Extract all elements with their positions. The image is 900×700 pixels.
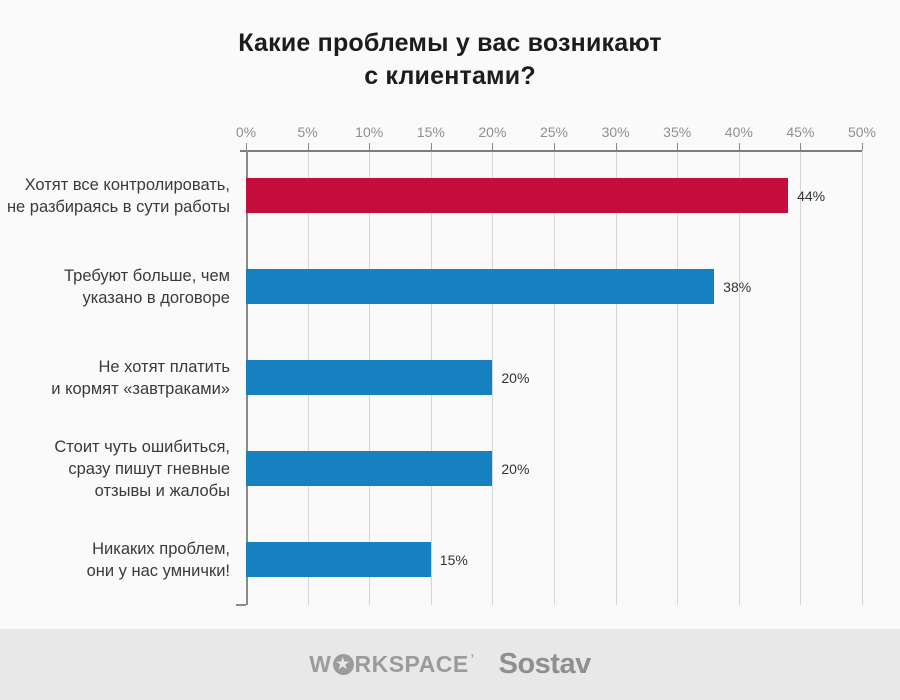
x-axis-line	[240, 150, 862, 152]
bar	[246, 178, 789, 213]
y-axis-end-tick	[236, 604, 246, 606]
workspace-logo-text: W	[309, 651, 332, 677]
category-axis: Хотят все контролировать, не разбираясь …	[0, 150, 238, 605]
bar-value-label: 20%	[501, 460, 530, 477]
bar-row: 20%	[246, 332, 862, 423]
bar	[246, 451, 493, 486]
x-axis-tick-label: 15%	[416, 124, 445, 140]
star-icon: ★	[332, 654, 354, 675]
x-axis-tick-label: 20%	[478, 124, 507, 140]
x-axis-tick	[615, 143, 617, 150]
bar-row: 15%	[246, 514, 862, 605]
plot-area: 0% 5% 10% 15% 20% 25% 30% 35% 40% 45% 50% 44% 38% …	[236, 124, 876, 606]
page-title: Какие проблемы у вас возникают с клиента…	[238, 29, 662, 90]
x-axis-tick-label: 45%	[786, 124, 815, 140]
x-axis-tick-label: 50%	[847, 124, 877, 140]
gridline	[738, 150, 740, 605]
x-axis-tick-label: 30%	[601, 124, 630, 140]
gridline	[492, 150, 494, 605]
x-axis-tick-label: 0%	[235, 124, 257, 140]
bar	[246, 269, 715, 304]
x-axis-tick	[307, 143, 309, 150]
category-label: Стоит чуть ошибиться, сразу пишут гневны…	[54, 437, 230, 500]
x-axis-tick-label: 5%	[297, 124, 318, 140]
x-axis-tick	[862, 143, 863, 150]
x-axis-tick-label: 35%	[663, 124, 692, 140]
x-axis-tick	[677, 143, 679, 150]
gridline	[800, 150, 802, 605]
gridline	[615, 150, 617, 605]
bar-row: 20%	[246, 423, 862, 514]
workspace-logo: W ★ RKSPACE ’	[309, 651, 474, 678]
x-axis-tick-label: 25%	[539, 124, 569, 140]
x-axis-tick	[246, 143, 247, 150]
x-axis-tick	[554, 143, 555, 150]
workspace-logo-text: RKSPACE	[354, 651, 469, 677]
x-axis-tick	[369, 143, 371, 150]
gridline	[677, 150, 679, 605]
bar	[246, 542, 431, 577]
x-axis-tick	[430, 143, 432, 150]
x-axis-tick	[738, 143, 740, 150]
category-label: Не хотят платить и кормят «завтраками»	[51, 357, 230, 398]
bar-value-label: 20%	[501, 369, 530, 386]
bar-row: 38%	[246, 241, 862, 332]
bar-value-label: 15%	[439, 551, 468, 568]
gridline	[862, 150, 863, 605]
bar-row: 44%	[246, 150, 862, 241]
x-axis-tick-label: 10%	[355, 124, 384, 140]
gridline	[554, 150, 555, 605]
sostav-logo: Sostav	[498, 648, 592, 680]
bar-value-label: 44%	[797, 187, 826, 204]
category-label: Требуют больше, чем указано в договоре	[64, 266, 230, 307]
category-label: Никаких проблем, они у нас умнички!	[86, 539, 230, 580]
bar	[246, 360, 493, 395]
x-axis-tick	[492, 143, 494, 150]
x-axis-tick-label: 40%	[724, 124, 753, 140]
category-label: Хотят все контролировать, не разбираясь …	[6, 175, 230, 216]
x-axis-tick	[800, 143, 802, 150]
bar-value-label: 38%	[723, 278, 752, 295]
footer: W ★ RKSPACE ’ Sostav	[0, 629, 900, 700]
workspace-logo-prime: ’	[470, 652, 475, 666]
